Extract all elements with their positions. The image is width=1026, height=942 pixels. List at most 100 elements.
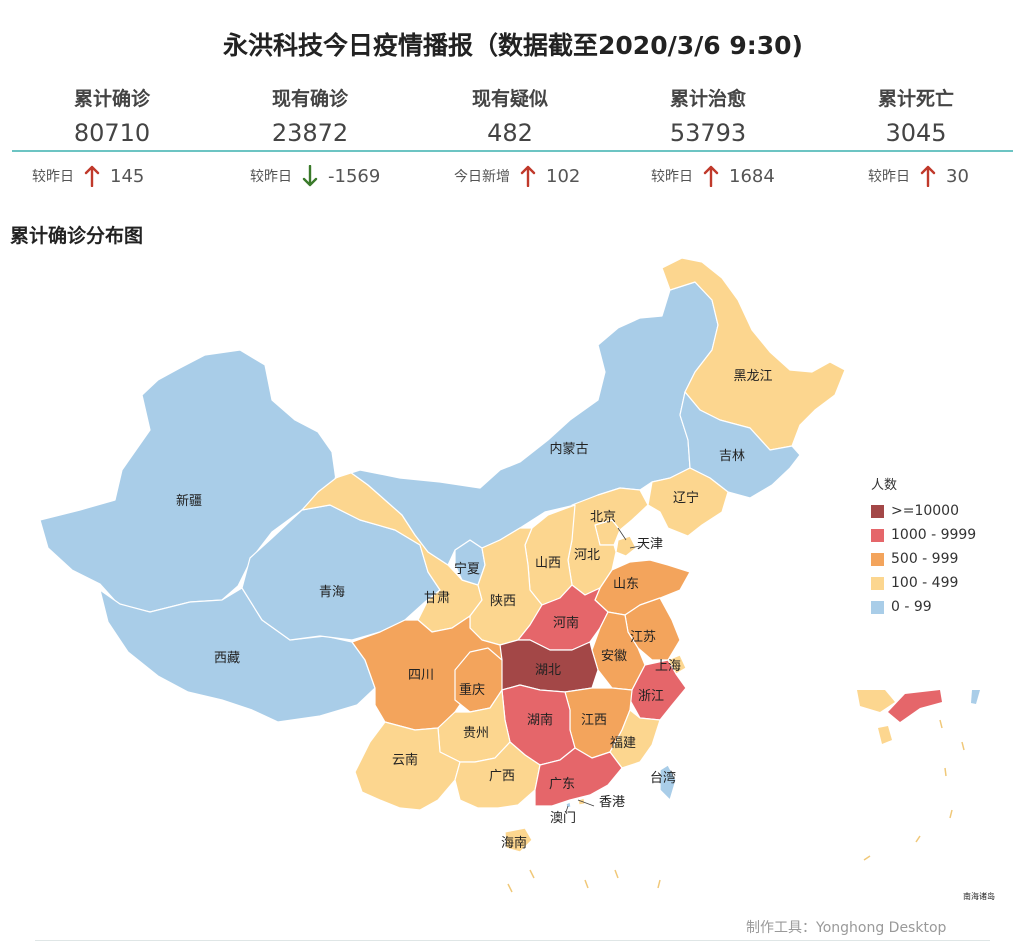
nine-dash-segment: [863, 855, 871, 861]
region-e6beb3e997a8[interactable]: [565, 801, 572, 809]
leader-line: [565, 805, 569, 813]
legend-swatch: [871, 576, 884, 590]
legend-swatch: [871, 600, 884, 614]
nine-dash-segment: [944, 767, 947, 777]
nine-dash-segment: [949, 809, 953, 819]
region-label: 重庆: [459, 682, 485, 698]
region-label: 上海: [655, 659, 681, 674]
legend-item[interactable]: 500 - 999: [871, 547, 976, 571]
stat-current-confirmed: 现有确诊 23872: [210, 84, 410, 147]
delta-label: 较昨日: [250, 169, 292, 185]
nine-dash-segment: [939, 719, 943, 729]
nine-dash-segment: [961, 741, 965, 751]
region-label: 江西: [581, 713, 607, 728]
inset-shape-3: [971, 690, 980, 704]
stat-label: 累计确诊: [73, 88, 150, 110]
inset-shape-2: [878, 726, 892, 744]
stat-label: 现有疑似: [471, 88, 548, 110]
stat-label: 现有确诊: [271, 88, 348, 110]
region-e8bebde5ae81[interactable]: [647, 467, 729, 537]
stat-total-confirmed: 累计确诊 80710: [12, 84, 212, 147]
region-e7a68fe5bbba[interactable]: [609, 709, 661, 769]
region-label: 吉林: [719, 449, 745, 464]
stat-recovered: 累计治愈 53793: [608, 84, 808, 147]
region-label: 江苏: [630, 629, 656, 645]
region-label: 河北: [574, 548, 600, 563]
nine-dash-segment: [584, 879, 589, 889]
inset-label: 南海诸岛: [963, 891, 995, 901]
region-label: 天津: [637, 537, 663, 552]
legend-title: 人数: [871, 478, 898, 493]
legend-swatch: [871, 528, 884, 542]
delta-value: -1569: [328, 165, 381, 187]
delta-value: 1684: [729, 165, 775, 187]
leader-line: [629, 545, 641, 549]
region-e59089e69e97[interactable]: [679, 391, 801, 499]
region-label: 湖南: [527, 712, 553, 728]
nine-dash-segment: [529, 869, 535, 879]
legend-label: 0 - 99: [891, 599, 932, 615]
region-e5b9bfe4b89c[interactable]: [534, 747, 623, 807]
region-label: 贵州: [463, 726, 489, 741]
nine-dash-segment: [614, 869, 619, 879]
region-label: 陕西: [490, 594, 516, 609]
region-label: 安徽: [601, 649, 627, 664]
region-e58fb0e6b9be[interactable]: [659, 764, 677, 801]
divider-line: [12, 150, 1013, 152]
region-label: 山西: [535, 556, 561, 571]
region-label: 西藏: [214, 651, 240, 666]
region-label: 浙江: [638, 689, 664, 704]
region-label: 青海: [319, 585, 345, 600]
region-label: 辽宁: [673, 490, 699, 506]
delta-recovered: 较昨日 1684: [651, 165, 775, 187]
map-section-title: 累计确诊分布图: [10, 225, 144, 247]
region-label: 宁夏: [454, 561, 480, 577]
footer-credit: 制作工具：Yonghong Desktop: [746, 920, 947, 936]
stat-label: 累计死亡: [877, 88, 954, 110]
region-label: 内蒙古: [549, 441, 588, 457]
region-label: 四川: [408, 668, 434, 683]
legend-label: 100 - 499: [891, 575, 959, 591]
inset-shape-1: [888, 690, 942, 722]
region-e5a4a9e6b4a5[interactable]: [615, 535, 637, 557]
nine-dash-segment: [657, 879, 661, 889]
nine-dash-segment: [915, 835, 921, 843]
stat-value: 80710: [73, 119, 151, 147]
region-label: 甘肃: [424, 591, 450, 606]
up-arrow-icon: [520, 165, 536, 187]
legend-swatch: [871, 552, 884, 566]
region-label: 云南: [392, 752, 418, 768]
legend-label: 1000 - 9999: [891, 527, 977, 543]
stat-suspected: 现有疑似 482: [410, 84, 610, 147]
stats-row: 累计确诊 80710 现有确诊 23872 现有疑似 482 累计治愈 5379…: [12, 84, 1012, 194]
up-arrow-icon: [84, 165, 100, 187]
stat-deaths: 累计死亡 3045: [816, 84, 1016, 147]
delta-label: 较昨日: [651, 169, 693, 185]
region-label: 台湾: [650, 770, 676, 786]
delta-label: 较昨日: [868, 169, 910, 185]
region-e6b5b7e58d97[interactable]: [504, 827, 533, 853]
region-label: 湖北: [535, 663, 561, 678]
region-label: 香港: [599, 795, 625, 810]
nine-dash-segment: [507, 883, 513, 893]
stat-value: 482: [487, 119, 533, 147]
region-label: 新疆: [176, 493, 202, 509]
region-label: 黑龙江: [733, 369, 772, 384]
delta-value: 30: [946, 165, 969, 187]
map-legend: 人数 >=10000 1000 - 9999 500 - 999 100 - 4…: [871, 474, 976, 619]
up-arrow-icon: [920, 165, 936, 187]
legend-item[interactable]: 1000 - 9999: [871, 523, 976, 547]
region-e9bb91e9be99e6b19f[interactable]: [661, 257, 846, 451]
legend-item[interactable]: 0 - 99: [871, 595, 976, 619]
stat-label: 累计治愈: [669, 88, 746, 110]
delta-suspected: 今日新增 102: [454, 165, 580, 187]
region-label: 海南: [501, 835, 527, 851]
legend-swatch: [871, 504, 884, 518]
delta-label: 今日新增: [454, 169, 510, 185]
legend-item[interactable]: 100 - 499: [871, 571, 976, 595]
leader-line: [577, 799, 595, 807]
up-arrow-icon: [703, 165, 719, 187]
legend-item[interactable]: >=10000: [871, 499, 976, 523]
stat-value: 53793: [669, 119, 747, 147]
region-label: 广东: [549, 777, 575, 792]
